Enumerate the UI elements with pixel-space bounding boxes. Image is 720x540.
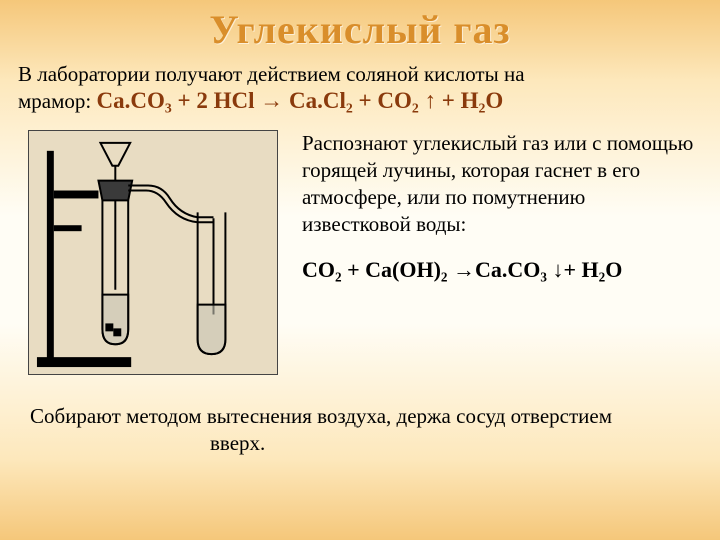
reaction-equation-1: Ca.CO₃ + 2 HCl → Ca.Cl₂ + CO₂ ↑ + H₂O <box>96 88 503 113</box>
right-column: Распознают углекислый газ или с помощью … <box>302 130 698 375</box>
main-title: Углекислый газ <box>0 0 720 53</box>
recognition-text: Распознают углекислый газ или с помощью … <box>302 130 698 238</box>
intro-line2-prefix: мрамор: <box>18 89 96 113</box>
middle-row: Распознают углекислый газ или с помощью … <box>0 116 720 375</box>
footer-text: Собирают методом вытеснения воздуха, дер… <box>0 375 720 457</box>
apparatus-diagram <box>28 130 278 375</box>
intro-text: В лаборатории получают действием соляной… <box>0 53 720 116</box>
intro-line1: В лаборатории получают действием соляной… <box>18 62 525 86</box>
footer-line2: вверх. <box>30 430 690 457</box>
footer-line1: Собирают методом вытеснения воздуха, дер… <box>30 403 690 430</box>
reaction-equation-2: CO₂ + Ca(OH)₂ →Ca.CO₃ ↓+ H₂O <box>302 256 698 284</box>
